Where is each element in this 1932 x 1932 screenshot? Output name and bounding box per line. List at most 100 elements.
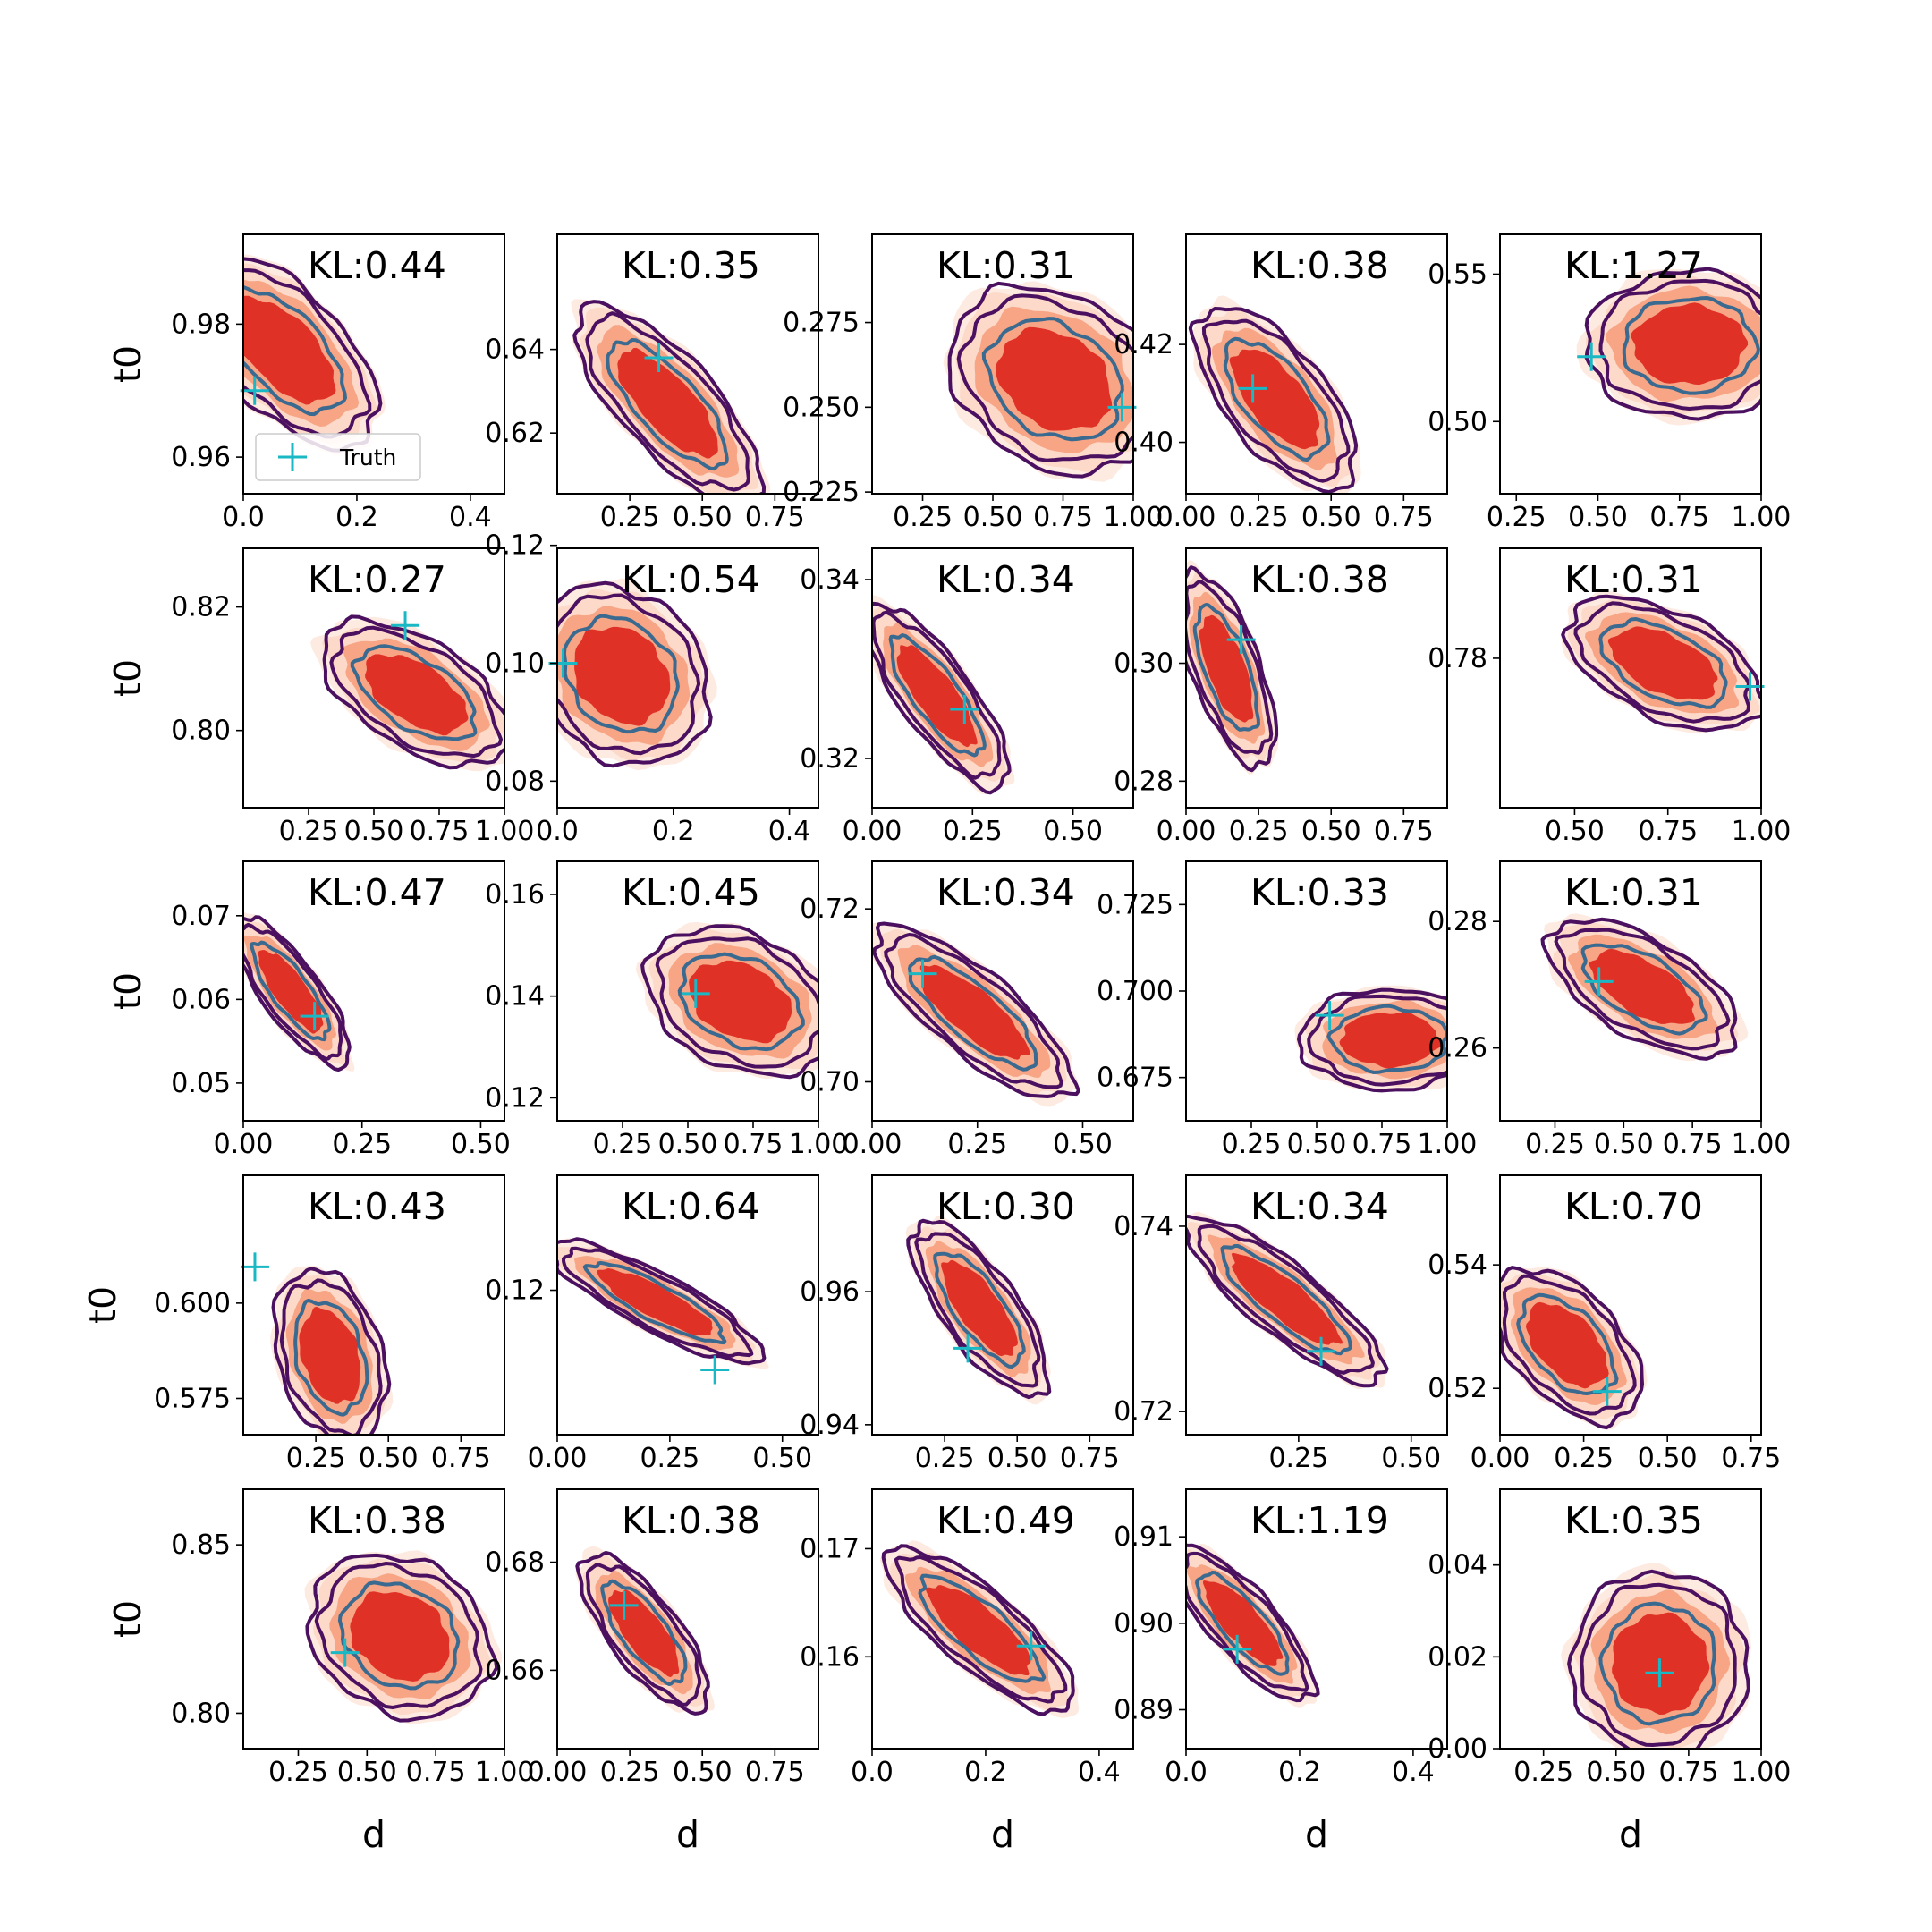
kl-annotation: KL:0.35 — [1564, 1499, 1703, 1542]
contour-line-level-2 — [279, 1278, 383, 1435]
subplot-r5-c4: 0.0 0.2 0.4 0.89 0.90 0.91 KL:1.19 d — [1114, 1488, 1448, 1856]
contour-line-level-3 — [582, 1260, 727, 1345]
kl-annotation: KL:0.27 — [308, 558, 446, 601]
x-tick-label: 0.75 — [1374, 816, 1434, 847]
contour-line-level-2 — [585, 1563, 702, 1707]
kl-annotation: KL:1.27 — [1564, 244, 1703, 287]
x-tick-label: 0.25 — [1513, 1757, 1573, 1788]
x-tick-label: 0.00 — [528, 1443, 588, 1474]
filled-density-level-4 — [1339, 1012, 1442, 1069]
subplot-r4-c2: 0.00 0.25 0.50 0.12 KL:0.64 — [485, 1174, 819, 1474]
kl-annotation: KL:0.33 — [1250, 871, 1389, 914]
x-tick-label: 1.00 — [1732, 502, 1792, 533]
density-layer — [270, 1266, 394, 1435]
filled-density-level-4 — [896, 645, 978, 748]
x-tick-label: 0.25 — [893, 502, 953, 533]
kl-annotation: KL:0.54 — [622, 558, 760, 601]
subplot-r3-c4: 0.25 0.50 0.75 1.00 0.675 0.700 0.725 KL:0.33 — [1097, 860, 1477, 1160]
subplot-r2-c3: 0.00 0.25 0.50 0.32 0.34 KL:0.34 — [800, 547, 1134, 847]
axes-frame — [871, 1488, 1134, 1750]
x-tick-label: 0.25 — [947, 1129, 1007, 1160]
y-tick-label: 0.68 — [485, 1547, 545, 1579]
y-tick-label: 0.30 — [1114, 648, 1174, 680]
density-layer — [1540, 913, 1749, 1062]
y-tick-label: 0.725 — [1097, 889, 1174, 920]
contour-line-level-3 — [1220, 1244, 1352, 1356]
y-axis-label: t0 — [106, 659, 149, 697]
subplot-r4-c5: 0.00 0.25 0.50 0.75 0.52 0.54 KL:0.70 — [1428, 1174, 1781, 1474]
x-tick-label: 0.4 — [768, 816, 811, 847]
x-tick-label: 0.50 — [1568, 502, 1628, 533]
y-tick-label: 0.17 — [800, 1533, 860, 1564]
x-axis-label: d — [362, 1813, 386, 1856]
contour-line-level-3 — [1223, 336, 1331, 462]
x-tick-label: 0.00 — [843, 816, 902, 847]
y-tick-label: 0.00 — [1428, 1733, 1487, 1765]
density-layer — [304, 1550, 502, 1724]
density-layer — [943, 281, 1133, 482]
density-layer — [243, 254, 386, 456]
x-tick-label: 0.0 — [222, 502, 265, 533]
contour-line-level-2 — [1197, 1224, 1375, 1375]
axes-frame — [556, 233, 819, 495]
y-axis-label: t0 — [81, 1286, 124, 1324]
contour-line-level-1 — [1540, 917, 1738, 1061]
subplot-r1-c2: 0.25 0.50 0.75 0.62 0.64 KL:0.35 — [485, 233, 819, 533]
x-tick-label: 0.50 — [344, 816, 404, 847]
kl-annotation: KL:0.34 — [1250, 1185, 1389, 1228]
truth-marker — [1584, 967, 1614, 996]
x-tick-label: 0.4 — [1078, 1757, 1121, 1788]
density-layer — [1188, 295, 1361, 494]
density-layer — [1561, 590, 1761, 734]
subplot-r3-c5: 0.25 0.50 0.75 1.00 0.26 0.28 KL:0.31 — [1428, 860, 1791, 1160]
truth-marker — [609, 1590, 639, 1620]
x-tick-label: 0.75 — [1663, 1129, 1723, 1160]
axes-frame — [871, 233, 1134, 495]
x-tick-label: 0.50 — [658, 1129, 718, 1160]
y-tick-label: 0.08 — [485, 766, 545, 797]
x-tick-label: 0.50 — [337, 1757, 397, 1788]
x-tick-label: 0.75 — [1060, 1443, 1120, 1474]
subplot-r1-c4: 0.00 0.25 0.50 0.75 0.40 0.42 KL:0.38 — [1114, 233, 1448, 533]
subplot-r1-c3: 0.25 0.50 0.75 1.00 0.225 0.250 0.275 KL:0.31 — [783, 233, 1163, 533]
y-tick-label: 0.64 — [485, 335, 545, 366]
filled-density-level-4 — [299, 1306, 361, 1404]
density-layer — [905, 1215, 1052, 1405]
kl-annotation: KL:0.31 — [936, 244, 1075, 287]
x-tick-label: 0.25 — [593, 1129, 653, 1160]
y-tick-label: 0.52 — [1428, 1373, 1487, 1404]
x-tick-label: 0.75 — [1352, 1129, 1412, 1160]
contour-line-level-1 — [271, 1267, 392, 1435]
axes-frame — [871, 547, 1134, 809]
kl-annotation: KL:0.64 — [622, 1185, 760, 1228]
contour-line-level-1 — [322, 614, 504, 770]
x-tick-label: 0.75 — [410, 816, 470, 847]
y-tick-label: 0.85 — [171, 1530, 231, 1561]
x-tick-label: 1.00 — [1732, 1757, 1792, 1788]
contour-line-level-1 — [1567, 1569, 1750, 1749]
x-tick-label: 0.00 — [214, 1129, 274, 1160]
axes-frame — [556, 1174, 819, 1436]
x-tick-label: 0.75 — [1658, 1757, 1718, 1788]
subplot-r2-c5: 0.50 0.75 1.00 0.78 KL:0.31 — [1428, 547, 1791, 847]
y-tick-label: 0.40 — [1114, 428, 1174, 459]
x-tick-label: 0.50 — [1043, 816, 1103, 847]
x-tick-label: 0.4 — [449, 502, 492, 533]
density-layer — [872, 595, 1015, 795]
truth-marker — [1238, 374, 1267, 403]
density-layer — [575, 1546, 716, 1716]
kl-annotation: KL:0.44 — [308, 244, 446, 287]
x-tick-label: 0.0 — [536, 816, 579, 847]
x-axis-label: d — [1305, 1813, 1328, 1856]
y-tick-label: 0.94 — [800, 1410, 860, 1441]
y-tick-label: 0.14 — [485, 981, 545, 1013]
x-tick-label: 0.25 — [1229, 816, 1289, 847]
density-layer — [571, 299, 770, 494]
x-axis-label: d — [1619, 1813, 1642, 1856]
filled-density-level-4 — [941, 1259, 1018, 1357]
x-tick-label: 0.50 — [1301, 816, 1361, 847]
x-tick-label: 1.00 — [475, 1757, 535, 1788]
y-tick-label: 0.34 — [800, 564, 860, 596]
x-tick-label: 0.75 — [1033, 502, 1093, 533]
x-tick-label: 0.75 — [1638, 816, 1698, 847]
